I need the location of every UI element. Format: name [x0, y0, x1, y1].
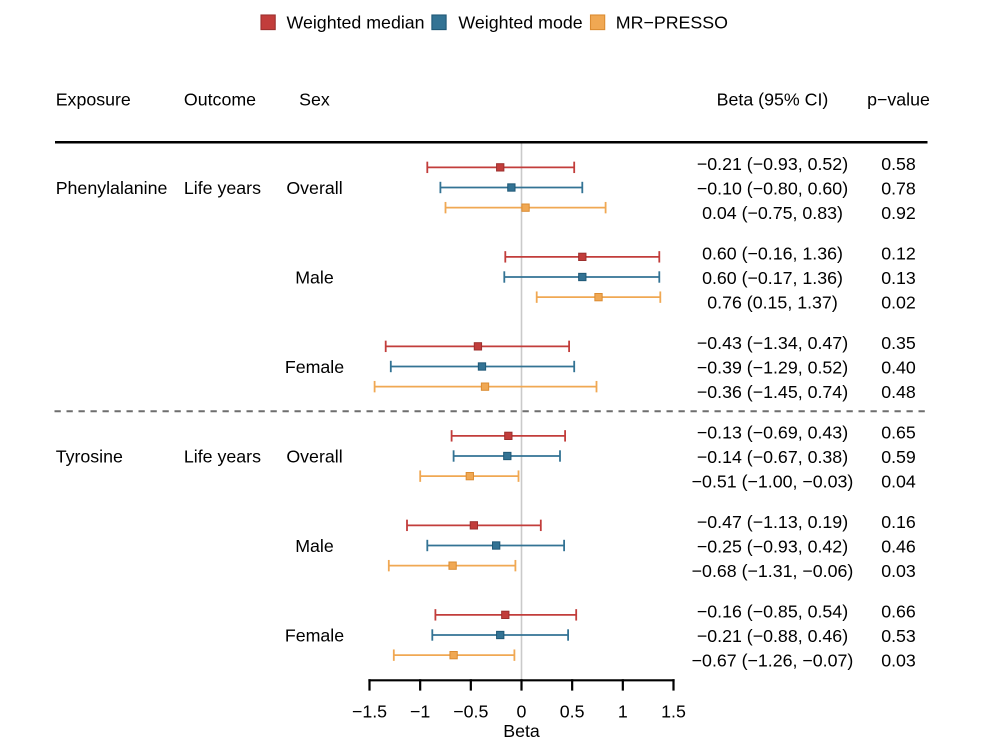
svg-text:Life years: Life years	[184, 446, 261, 466]
svg-text:Phenylalanine: Phenylalanine	[56, 178, 168, 198]
svg-text:−0.43 (−1.34, 0.47): −0.43 (−1.34, 0.47)	[697, 333, 848, 353]
svg-text:Exposure: Exposure	[56, 89, 131, 109]
svg-text:Beta (95% CI): Beta (95% CI)	[717, 89, 829, 109]
svg-text:0.78: 0.78	[881, 178, 916, 198]
svg-text:−0.51 (−1.00, −0.03): −0.51 (−1.00, −0.03)	[692, 471, 854, 491]
svg-text:0.04: 0.04	[881, 471, 916, 491]
svg-text:0.60 (−0.17, 1.36): 0.60 (−0.17, 1.36)	[702, 268, 843, 288]
svg-text:−0.25 (−0.93, 0.42): −0.25 (−0.93, 0.42)	[697, 536, 848, 556]
svg-text:−0.39 (−1.29, 0.52): −0.39 (−1.29, 0.52)	[697, 357, 848, 377]
svg-text:1: 1	[618, 701, 628, 721]
svg-text:−0.14 (−0.67, 0.38): −0.14 (−0.67, 0.38)	[697, 447, 848, 467]
svg-text:0.03: 0.03	[881, 650, 916, 670]
svg-text:Overall: Overall	[286, 178, 342, 198]
svg-text:−0.21 (−0.93, 0.52): −0.21 (−0.93, 0.52)	[697, 154, 848, 174]
svg-text:−1.5: −1.5	[352, 701, 387, 721]
svg-text:0.12: 0.12	[881, 243, 916, 263]
svg-text:−0.21 (−0.88, 0.46): −0.21 (−0.88, 0.46)	[697, 626, 848, 646]
svg-text:Life years: Life years	[184, 178, 261, 198]
svg-text:1.5: 1.5	[661, 701, 686, 721]
svg-text:0.35: 0.35	[881, 333, 916, 353]
svg-text:Beta: Beta	[503, 721, 540, 741]
svg-text:Weighted mode: Weighted mode	[458, 13, 582, 33]
svg-text:0.03: 0.03	[881, 561, 916, 581]
svg-text:0.5: 0.5	[560, 701, 585, 721]
svg-text:0.48: 0.48	[881, 382, 916, 402]
svg-text:0.53: 0.53	[881, 626, 916, 646]
svg-text:−0.67 (−1.26, −0.07): −0.67 (−1.26, −0.07)	[692, 650, 854, 670]
svg-text:Female: Female	[285, 357, 344, 377]
svg-text:−0.13 (−0.69, 0.43): −0.13 (−0.69, 0.43)	[697, 422, 848, 442]
svg-text:Sex: Sex	[299, 89, 330, 109]
svg-text:−0.36 (−1.45, 0.74): −0.36 (−1.45, 0.74)	[697, 382, 848, 402]
svg-text:−0.47 (−1.13, 0.19): −0.47 (−1.13, 0.19)	[697, 512, 848, 532]
svg-text:0.04 (−0.75, 0.83): 0.04 (−0.75, 0.83)	[702, 203, 843, 223]
svg-text:Male: Male	[295, 536, 334, 556]
svg-text:−0.16 (−0.85, 0.54): −0.16 (−0.85, 0.54)	[697, 601, 848, 621]
svg-text:0.16: 0.16	[881, 512, 916, 532]
svg-text:0.60 (−0.16, 1.36): 0.60 (−0.16, 1.36)	[702, 243, 843, 263]
svg-text:0: 0	[517, 701, 527, 721]
svg-text:Tyrosine: Tyrosine	[56, 446, 123, 466]
svg-text:Overall: Overall	[286, 446, 342, 466]
svg-text:0.92: 0.92	[881, 203, 916, 223]
svg-text:0.58: 0.58	[881, 154, 916, 174]
svg-text:Outcome: Outcome	[184, 89, 256, 109]
svg-text:0.66: 0.66	[881, 601, 916, 621]
svg-text:−1: −1	[410, 701, 430, 721]
svg-text:0.13: 0.13	[881, 268, 916, 288]
svg-text:0.59: 0.59	[881, 447, 916, 467]
svg-text:Male: Male	[295, 267, 334, 287]
svg-text:0.40: 0.40	[881, 357, 916, 377]
svg-text:0.46: 0.46	[881, 536, 916, 556]
svg-text:0.76 (0.15, 1.37): 0.76 (0.15, 1.37)	[707, 292, 838, 312]
svg-text:0.02: 0.02	[881, 292, 916, 312]
svg-text:MR−PRESSO: MR−PRESSO	[616, 13, 728, 33]
svg-text:Female: Female	[285, 625, 344, 645]
svg-text:−0.5: −0.5	[453, 701, 488, 721]
svg-text:0.65: 0.65	[881, 422, 916, 442]
svg-text:Weighted median: Weighted median	[287, 13, 425, 33]
svg-text:p−value: p−value	[867, 89, 930, 109]
svg-text:−0.10 (−0.80, 0.60): −0.10 (−0.80, 0.60)	[697, 178, 848, 198]
svg-text:−0.68 (−1.31, −0.06): −0.68 (−1.31, −0.06)	[692, 561, 854, 581]
